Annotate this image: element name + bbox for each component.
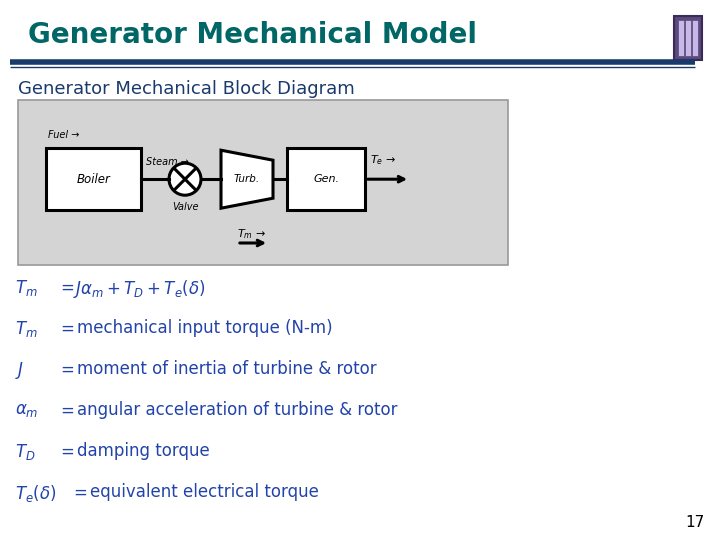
Text: 17: 17 <box>685 515 705 530</box>
Text: $=$: $=$ <box>57 401 74 419</box>
Circle shape <box>169 163 201 195</box>
Text: mechanical input torque (N-m): mechanical input torque (N-m) <box>77 319 333 337</box>
Text: $T_m$ →: $T_m$ → <box>237 227 266 241</box>
Bar <box>18 100 508 265</box>
Text: $T_e(\delta)$: $T_e(\delta)$ <box>15 483 57 504</box>
Text: Fuel →: Fuel → <box>48 130 79 140</box>
Text: moment of inertia of turbine & rotor: moment of inertia of turbine & rotor <box>77 360 377 378</box>
Text: $=$: $=$ <box>70 483 87 501</box>
Bar <box>685 20 691 56</box>
Polygon shape <box>221 150 273 208</box>
Text: $\alpha_m$: $\alpha_m$ <box>15 401 38 419</box>
Text: Turb.: Turb. <box>234 174 260 184</box>
Text: $T_D$: $T_D$ <box>15 442 35 462</box>
Text: damping torque: damping torque <box>77 442 210 460</box>
Text: $T_e$ →: $T_e$ → <box>370 153 396 167</box>
Text: equivalent electrical torque: equivalent electrical torque <box>90 483 319 501</box>
Text: Generator Mechanical Block Diagram: Generator Mechanical Block Diagram <box>18 80 355 98</box>
Text: Boiler: Boiler <box>76 173 110 186</box>
Text: $=$: $=$ <box>57 442 74 460</box>
Bar <box>46 148 141 210</box>
Text: $J\alpha_m + T_D + T_e(\delta)$: $J\alpha_m + T_D + T_e(\delta)$ <box>73 278 205 300</box>
Bar <box>674 16 702 60</box>
Bar <box>287 148 365 210</box>
Text: angular acceleration of turbine & rotor: angular acceleration of turbine & rotor <box>77 401 397 419</box>
Text: $=$: $=$ <box>57 360 74 378</box>
Text: Valve: Valve <box>172 202 198 212</box>
Text: $J$: $J$ <box>15 360 24 381</box>
Text: Generator Mechanical Model: Generator Mechanical Model <box>28 21 477 49</box>
Bar <box>692 20 698 56</box>
Text: Steam →: Steam → <box>146 157 189 167</box>
Text: $T_m$: $T_m$ <box>15 319 37 339</box>
Text: $T_m$: $T_m$ <box>15 278 37 298</box>
Text: $=$: $=$ <box>57 319 74 337</box>
Bar <box>678 20 684 56</box>
Text: Gen.: Gen. <box>313 174 339 184</box>
Text: $=$: $=$ <box>57 278 74 296</box>
